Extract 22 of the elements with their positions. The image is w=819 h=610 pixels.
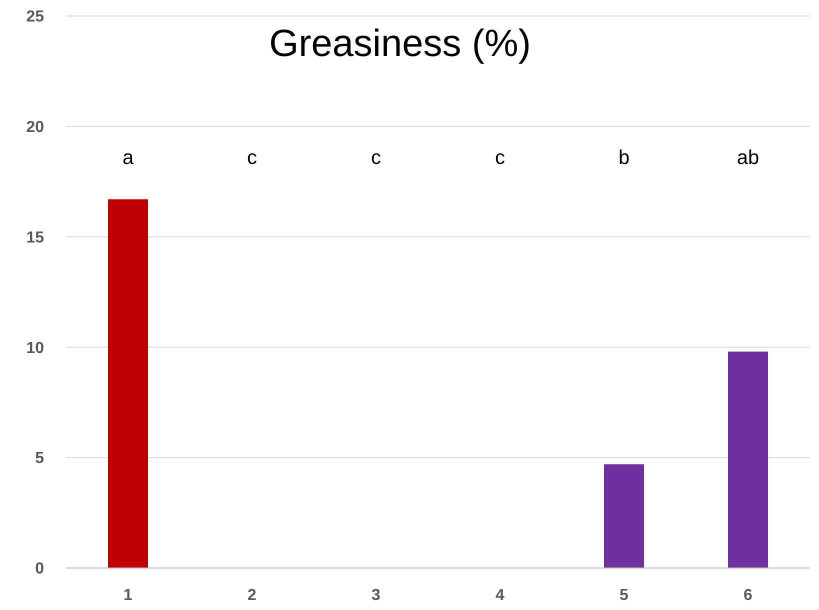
annotation: ab bbox=[736, 147, 760, 169]
y-tick-label: 5 bbox=[35, 450, 44, 468]
annotation: a bbox=[122, 147, 134, 169]
x-tick-label: 1 bbox=[124, 587, 133, 604]
annotation: c bbox=[371, 147, 381, 169]
y-tick-label: 20 bbox=[26, 119, 44, 136]
annotation: c bbox=[495, 147, 505, 169]
chart-title: Greasiness (%) bbox=[269, 23, 531, 65]
y-tick-label: 15 bbox=[26, 229, 44, 246]
bar bbox=[728, 352, 768, 568]
bar bbox=[108, 199, 148, 568]
x-tick-label: 2 bbox=[248, 587, 257, 604]
bar bbox=[604, 464, 644, 568]
y-tick-label: 0 bbox=[35, 560, 44, 578]
y-tick-label: 25 bbox=[26, 8, 44, 26]
x-tick-label: 5 bbox=[620, 587, 629, 604]
x-tick-label: 3 bbox=[372, 587, 381, 604]
x-tick-label: 4 bbox=[496, 587, 505, 604]
y-tick-label: 10 bbox=[26, 340, 44, 357]
annotation: c bbox=[247, 147, 257, 169]
x-tick-label: 6 bbox=[744, 587, 753, 604]
annotation: b bbox=[618, 147, 630, 169]
